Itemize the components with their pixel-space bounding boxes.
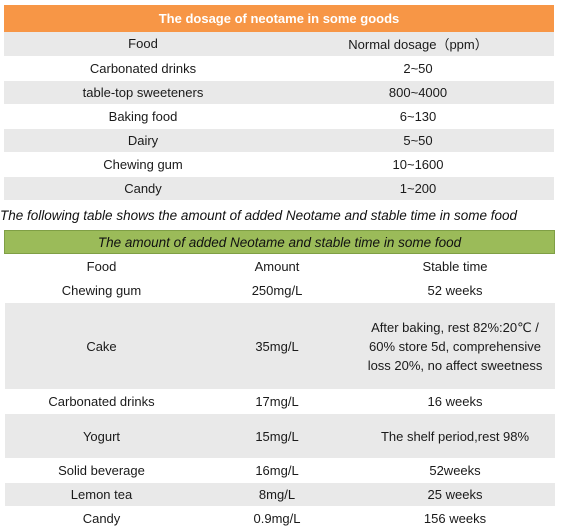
table-row: Lemon tea 8mg/L 25 weeks <box>4 482 555 507</box>
table-row: table-top sweeteners 800~4000 <box>4 80 555 105</box>
cell-stable-time: 16 weeks <box>355 389 555 414</box>
column-header-amount: Amount <box>198 253 356 279</box>
cell-stable-time: 52 weeks <box>355 278 555 303</box>
cell-amount: 35mg/L <box>198 302 356 390</box>
stable-time-line: loss 20%, no affect sweetness <box>367 357 543 373</box>
cell-dosage: 10~1600 <box>282 152 555 177</box>
table-row: Chewing gum 10~1600 <box>4 152 555 177</box>
cell-food: table-top sweeteners <box>4 80 282 105</box>
neotame-dosage-table: The dosage of neotame in some goods Food… <box>4 5 555 201</box>
cell-food: Carbonated drinks <box>4 389 199 414</box>
table-title-row: The dosage of neotame in some goods <box>4 5 555 32</box>
cell-food: Candy <box>4 506 199 531</box>
cell-dosage: 800~4000 <box>282 80 555 105</box>
table-title: The dosage of neotame in some goods <box>4 5 555 32</box>
cell-food: Solid beverage <box>4 458 199 483</box>
cell-dosage: 6~130 <box>282 104 555 129</box>
cell-amount: 0.9mg/L <box>198 506 356 531</box>
cell-dosage: 5~50 <box>282 128 555 153</box>
stable-time-line: After baking, rest 82%:20℃ / <box>371 319 539 335</box>
cell-food: Carbonated drinks <box>4 56 282 81</box>
column-header-food: Food <box>4 32 282 57</box>
cell-amount: 16mg/L <box>198 458 356 483</box>
cell-amount: 15mg/L <box>198 413 356 459</box>
table-header-row: Food Amount Stable time <box>4 253 555 279</box>
stable-time-line: 60% store 5d, comprehensive <box>369 338 541 354</box>
table-row: Chewing gum 250mg/L 52 weeks <box>4 278 555 303</box>
cell-food: Baking food <box>4 104 282 129</box>
cell-food: Lemon tea <box>4 482 199 507</box>
table-row: Carbonated drinks 17mg/L 16 weeks <box>4 389 555 414</box>
cell-food: Candy <box>4 176 282 201</box>
table-row: Solid beverage 16mg/L 52weeks <box>4 458 555 483</box>
table-row: Cake 35mg/L After baking, rest 82%:20℃ /… <box>4 302 555 390</box>
cell-food: Cake <box>4 302 199 390</box>
table-header-row: Food Normal dosage（ppm） <box>4 32 555 57</box>
table-row: Carbonated drinks 2~50 <box>4 56 555 81</box>
column-header-food: Food <box>4 253 199 279</box>
cell-food: Dairy <box>4 128 282 153</box>
table-row: Baking food 6~130 <box>4 104 555 129</box>
cell-dosage: 2~50 <box>282 56 555 81</box>
cell-stable-time: After baking, rest 82%:20℃ / 60% store 5… <box>355 302 555 390</box>
cell-food: Chewing gum <box>4 278 199 303</box>
cell-food: Yogurt <box>4 413 199 459</box>
cell-food: Chewing gum <box>4 152 282 177</box>
table-row: Dairy 5~50 <box>4 128 555 153</box>
cell-amount: 17mg/L <box>198 389 356 414</box>
column-header-stable-time: Stable time <box>355 253 555 279</box>
table-title: The amount of added Neotame and stable t… <box>3 230 556 254</box>
cell-stable-time: 156 weeks <box>355 506 555 531</box>
table-caption: The following table shows the amount of … <box>0 208 518 223</box>
table-row: Candy 0.9mg/L 156 weeks <box>4 506 555 531</box>
cell-amount: 250mg/L <box>198 278 356 303</box>
cell-stable-time: 52weeks <box>355 458 555 483</box>
column-header-dosage: Normal dosage（ppm） <box>282 32 555 57</box>
cell-stable-time: The shelf period,rest 98% <box>355 413 555 459</box>
neotame-stability-table: The amount of added Neotame and stable t… <box>3 230 556 531</box>
cell-dosage: 1~200 <box>282 176 555 201</box>
table-title-row: The amount of added Neotame and stable t… <box>3 230 556 254</box>
cell-amount: 8mg/L <box>198 482 356 507</box>
table-row: Candy 1~200 <box>4 176 555 201</box>
table-row: Yogurt 15mg/L The shelf period,rest 98% <box>4 413 555 459</box>
cell-stable-time: 25 weeks <box>355 482 555 507</box>
